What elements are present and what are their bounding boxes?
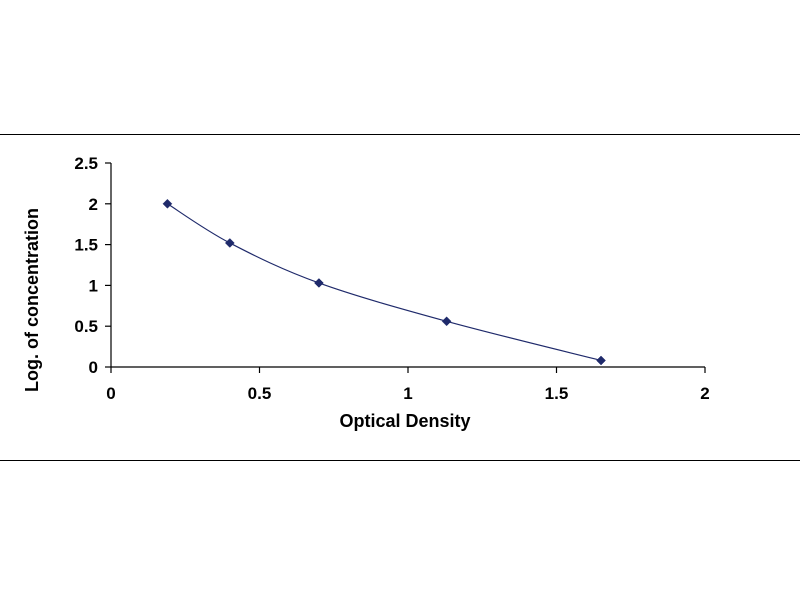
data-point	[314, 278, 324, 288]
axes	[105, 162, 706, 373]
curve-layer	[167, 203, 602, 362]
chart-frame: 0 0.5 1 1.5 2 0 0.5 1 1.5 2 2.5 Optical Density Lo…	[0, 134, 800, 461]
y-tick-label: 2	[89, 195, 98, 214]
data-point	[162, 198, 173, 209]
x-tick-label: 0.5	[248, 384, 272, 403]
x-axis-title: Optical Density	[339, 411, 470, 431]
standard-curve-chart: 0 0.5 1 1.5 2 0 0.5 1 1.5 2 2.5 Optical Density Lo…	[22, 154, 710, 431]
tick-labels: 0 0.5 1 1.5 2 0 0.5 1 1.5 2 2.5	[74, 154, 709, 403]
y-tick-label: 2.5	[74, 154, 98, 173]
y-tick-label: 1.5	[74, 236, 98, 255]
data-point	[596, 355, 606, 366]
x-tick-label: 1.5	[545, 384, 569, 403]
points-layer	[162, 198, 606, 366]
y-tick-label: 0.5	[74, 317, 98, 336]
x-tick-label: 1	[403, 384, 412, 403]
fitted-curve	[167, 203, 602, 362]
x-tick-label: 2	[700, 384, 709, 403]
y-tick-label: 0	[89, 358, 98, 377]
y-axis-title: Log. of concentration	[22, 208, 42, 392]
x-tick-label: 0	[106, 384, 115, 403]
data-point	[224, 238, 235, 248]
data-point	[441, 316, 452, 327]
y-tick-label: 1	[89, 276, 98, 295]
